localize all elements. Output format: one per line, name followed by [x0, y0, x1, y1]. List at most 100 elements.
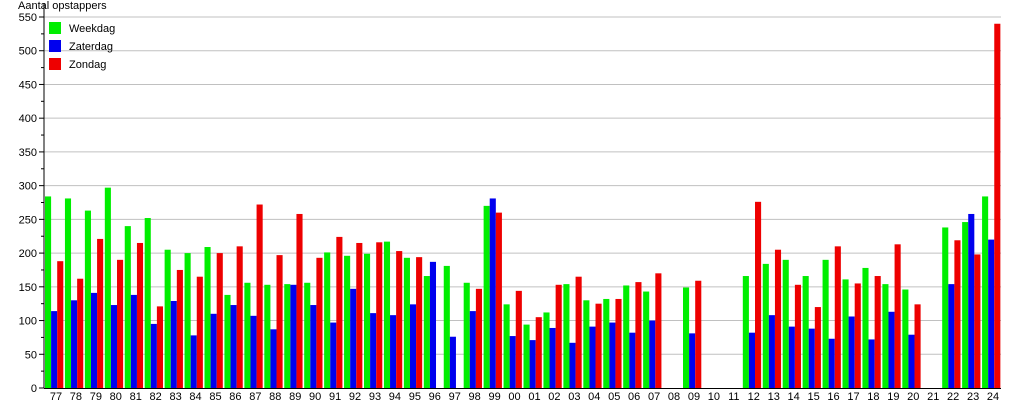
bar-weekdag-09	[683, 287, 690, 388]
bar-zondag-77	[57, 261, 64, 388]
y-tick-label: 350	[19, 147, 37, 159]
bar-zaterdag-81	[130, 294, 137, 388]
x-tick-label: 77	[50, 391, 62, 400]
bar-weekdag-89	[284, 284, 291, 388]
x-tick-label: 01	[528, 391, 540, 400]
bar-zondag-99	[495, 212, 502, 388]
x-tick-label: 22	[947, 391, 959, 400]
bar-zaterdag-06	[629, 332, 636, 388]
bar-weekdag-96	[423, 276, 430, 388]
bar-weekdag-23	[962, 222, 969, 388]
x-tick-label: 24	[987, 391, 999, 400]
x-tick-label: 98	[469, 391, 481, 400]
x-tick-label: 10	[708, 391, 720, 400]
bar-zondag-98	[475, 288, 482, 388]
bar-weekdag-85	[204, 247, 211, 388]
bar-weekdag-79	[84, 210, 91, 388]
bar-zondag-88	[276, 255, 283, 388]
bar-weekdag-18	[862, 267, 869, 388]
y-tick-label: 200	[19, 248, 37, 260]
bar-zondag-80	[117, 259, 124, 388]
x-tick-label: 92	[349, 391, 361, 400]
x-tick-label: 84	[189, 391, 201, 400]
x-tick-label: 02	[548, 391, 560, 400]
x-tick-label: 06	[628, 391, 640, 400]
bar-weekdag-04	[583, 300, 590, 388]
bar-weekdag-81	[124, 226, 131, 388]
y-tick-label: 500	[19, 46, 37, 58]
y-tick-label: 50	[25, 349, 37, 361]
bar-zondag-91	[336, 236, 343, 388]
bar-zondag-19	[894, 244, 901, 388]
x-tick-label: 78	[70, 391, 82, 400]
y-tick-label: 550	[19, 12, 37, 24]
legend-label-weekdag: Weekdag	[69, 23, 115, 35]
bar-weekdag-01	[523, 324, 530, 388]
x-tick-label: 19	[887, 391, 899, 400]
y-tick-label: 250	[19, 214, 37, 226]
bar-zaterdag-77	[51, 311, 58, 388]
bar-zaterdag-05	[609, 322, 616, 388]
bar-weekdag-16	[822, 259, 829, 388]
bar-zondag-00	[515, 290, 522, 388]
bar-zondag-84	[196, 276, 203, 388]
bar-zondag-93	[376, 242, 383, 388]
bar-zaterdag-23	[968, 213, 975, 388]
x-tick-label: 90	[309, 391, 321, 400]
bar-zondag-15	[814, 307, 821, 388]
bar-weekdag-93	[364, 253, 371, 388]
bar-zondag-09	[695, 280, 702, 388]
bar-zaterdag-13	[768, 315, 775, 388]
bar-weekdag-92	[344, 255, 351, 388]
x-tick-label: 86	[229, 391, 241, 400]
bar-zaterdag-79	[90, 292, 98, 388]
bar-weekdag-15	[802, 276, 809, 388]
bar-weekdag-78	[64, 198, 72, 388]
x-tick-label: 12	[748, 391, 760, 400]
bar-zondag-86	[236, 246, 243, 388]
bar-zondag-14	[794, 284, 801, 388]
x-tick-label: 80	[110, 391, 122, 400]
bar-weekdag-00	[503, 304, 510, 388]
x-tick-label: 13	[768, 391, 780, 400]
bar-zondag-18	[874, 276, 881, 388]
bar-weekdag-77	[45, 196, 52, 388]
x-tick-label: 95	[409, 391, 421, 400]
bar-zondag-01	[535, 317, 542, 388]
bar-weekdag-06	[623, 285, 630, 388]
bar-zondag-04	[595, 303, 602, 388]
y-tick-label: 150	[19, 282, 37, 294]
bar-zaterdag-03	[569, 342, 576, 388]
bar-zaterdag-07	[649, 320, 656, 388]
bar-zaterdag-92	[350, 288, 357, 388]
bar-zaterdag-90	[310, 305, 317, 388]
bar-zaterdag-20	[908, 334, 915, 388]
bar-zondag-02	[555, 284, 562, 388]
bar-weekdag-98	[463, 282, 470, 388]
bar-weekdag-88	[264, 284, 271, 388]
x-tick-label: 04	[588, 391, 600, 400]
x-tick-label: 94	[389, 391, 401, 400]
bar-zondag-92	[356, 242, 363, 388]
x-tick-label: 17	[847, 391, 859, 400]
bar-zondag-78	[77, 278, 84, 388]
bar-zaterdag-84	[190, 335, 197, 388]
bar-zaterdag-78	[71, 300, 78, 388]
bar-zondag-82	[156, 306, 163, 388]
bar-weekdag-02	[543, 312, 550, 388]
gridlines	[44, 16, 1001, 355]
x-tick-label: 08	[668, 391, 680, 400]
bar-zaterdag-01	[529, 340, 536, 388]
bar-zaterdag-00	[509, 336, 516, 388]
y-tick-label: 100	[19, 316, 37, 328]
bar-zondag-85	[216, 253, 223, 388]
legend-swatch-zaterdag	[49, 40, 61, 52]
x-tick-label: 14	[788, 391, 800, 400]
bar-zondag-95	[416, 257, 423, 388]
bar-weekdag-87	[244, 282, 251, 388]
bar-weekdag-91	[324, 252, 331, 388]
x-tick-label: 18	[867, 391, 879, 400]
bar-zondag-07	[655, 273, 662, 388]
bar-weekdag-20	[902, 289, 909, 388]
